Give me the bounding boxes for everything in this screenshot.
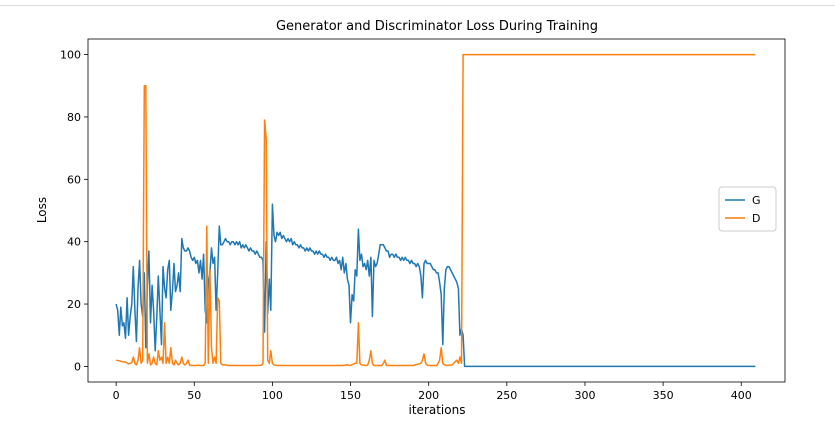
x-tick-label: 100 [262,389,283,402]
series-layer [115,53,756,368]
y-tick-label: 40 [67,236,81,249]
x-tick-label: 50 [187,389,201,402]
y-tick-label: 0 [74,360,81,373]
series-line-d [115,53,756,367]
x-axis: 0 50 100 150 200 250 300 350 400 [113,382,752,402]
y-axis-label: Loss [35,197,49,223]
legend-box [718,186,777,232]
chart-title: Generator and Discriminator Loss During … [276,19,598,34]
series-line-g [115,203,756,368]
legend-label-d: D [752,212,760,225]
notebook-cell-border [0,0,835,6]
legend: GD [718,186,777,232]
x-tick-label: 400 [731,389,752,402]
x-tick-label: 150 [340,389,361,402]
x-axis-label: iterations [409,403,466,417]
x-tick-label: 0 [113,389,120,402]
y-tick-label: 20 [67,298,81,311]
plot-area-frame [87,38,786,383]
x-tick-label: 200 [418,389,439,402]
legend-label-g: G [752,194,761,207]
y-tick-label: 80 [67,111,81,124]
x-tick-label: 300 [574,389,595,402]
y-tick-label: 100 [60,49,81,62]
y-axis: 0 20 40 60 80 100 [60,49,88,373]
x-tick-label: 350 [653,389,674,402]
x-tick-label: 250 [496,389,517,402]
y-tick-label: 60 [67,173,81,186]
